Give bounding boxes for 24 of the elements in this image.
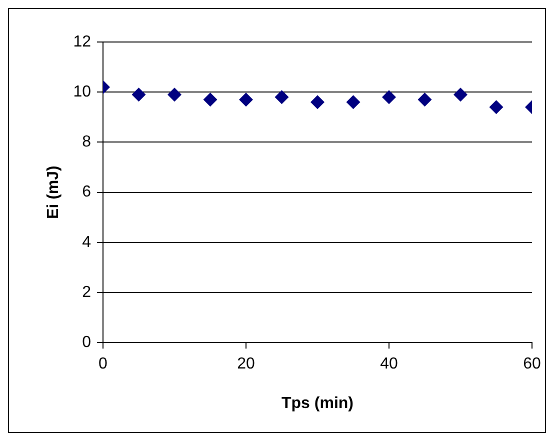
y-tick-label: 4 [82,234,92,251]
x-tick-label: 0 [98,356,108,373]
y-tick-label: 10 [73,84,92,101]
point [489,100,504,114]
y-tick-label: 2 [82,284,92,301]
y-tick-label: 8 [82,134,92,151]
point [310,95,324,110]
x-tick-label: 20 [237,356,255,373]
point [418,92,432,107]
y-tick-label: 0 [82,334,92,352]
y-axis-title: Ei (mJ) [45,166,62,219]
y-tick-label: 6 [82,184,92,201]
point [203,92,218,107]
point [454,88,468,102]
point [168,88,182,102]
x-tick-label: 40 [380,356,398,373]
point [274,90,289,104]
x-axis-title: Tps (min) [282,394,354,412]
point [132,88,146,102]
y-tick-label: 12 [73,33,92,50]
point [346,95,360,110]
x-tick-label: 60 [523,356,541,373]
point [239,92,253,107]
point [382,90,396,104]
